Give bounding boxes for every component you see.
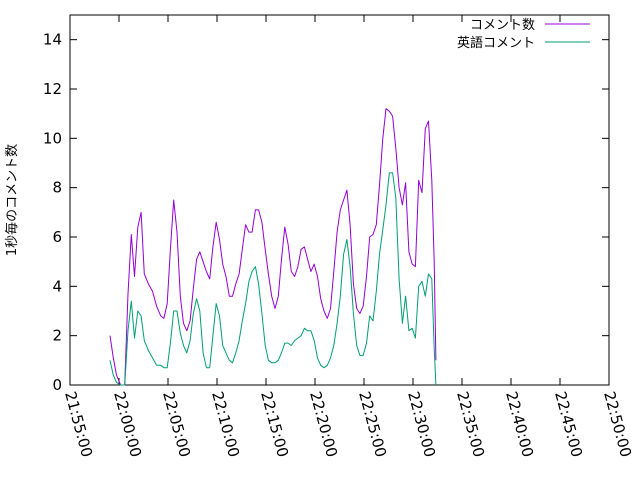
legend-label-2: 英語コメント (457, 35, 535, 51)
y-tick-label: 0 (52, 376, 62, 394)
x-tick-label: 22:15:00 (257, 389, 292, 459)
y-axis-label: 1秒毎のコメント数 (4, 144, 20, 256)
y-tick-label: 12 (43, 80, 62, 98)
x-tick-label: 21:55:00 (61, 389, 96, 459)
y-tick-label: 4 (52, 277, 62, 295)
plot-border (69, 14, 610, 386)
y-tick-label: 14 (43, 31, 62, 49)
y-tick-label: 2 (52, 327, 62, 345)
x-tick-label: 22:30:00 (404, 389, 439, 459)
y-tick-label: 10 (43, 129, 62, 147)
y-tick-label: 8 (52, 179, 62, 197)
plot-frame (69, 14, 610, 386)
series-line-2 (109, 172, 437, 386)
x-tick-label: 22:05:00 (159, 389, 194, 459)
y-axis-ticks: 0 2 4 6 8 10 12 14 (43, 31, 609, 394)
series-line-1 (109, 108, 437, 386)
y-tick-label: 6 (52, 228, 62, 246)
x-tick-label: 22:20:00 (306, 389, 341, 459)
x-tick-label: 22:40:00 (502, 389, 537, 459)
x-tick-label: 22:00:00 (110, 389, 145, 459)
x-tick-label: 22:35:00 (453, 389, 488, 459)
x-tick-label: 22:25:00 (355, 389, 390, 459)
x-tick-label: 22:45:00 (551, 389, 586, 459)
series-layer (109, 108, 437, 386)
x-tick-label: 22:50:00 (600, 389, 635, 459)
x-axis-ticks: 21:55:00 22:00:00 22:05:00 22:10:00 22:15:00… (61, 15, 635, 459)
legend-label-1: コメント数 (470, 18, 535, 33)
x-tick-label: 22:10:00 (208, 389, 243, 459)
